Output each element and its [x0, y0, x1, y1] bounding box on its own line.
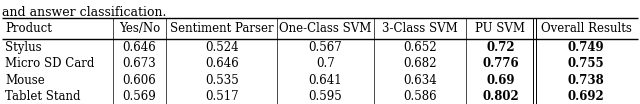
Text: 0.755: 0.755	[568, 57, 605, 70]
Text: 3-Class SVM: 3-Class SVM	[382, 22, 458, 35]
Text: PU SVM: PU SVM	[476, 22, 525, 35]
Text: 0.692: 0.692	[568, 90, 605, 103]
Text: Overall Results: Overall Results	[541, 22, 632, 35]
Text: 0.802: 0.802	[482, 90, 519, 103]
Text: 0.749: 0.749	[568, 41, 605, 54]
Text: 0.517: 0.517	[205, 90, 239, 103]
Text: 0.535: 0.535	[205, 74, 239, 87]
Text: 0.634: 0.634	[403, 74, 437, 87]
Text: 0.586: 0.586	[403, 90, 437, 103]
Text: 0.569: 0.569	[123, 90, 156, 103]
Text: 0.606: 0.606	[123, 74, 156, 87]
Text: 0.646: 0.646	[123, 41, 156, 54]
Text: Sentiment Parser: Sentiment Parser	[170, 22, 273, 35]
Text: 0.646: 0.646	[205, 57, 239, 70]
Text: Yes/No: Yes/No	[119, 22, 160, 35]
Text: 0.738: 0.738	[568, 74, 605, 87]
Text: 0.652: 0.652	[403, 41, 437, 54]
Text: 0.567: 0.567	[308, 41, 342, 54]
Text: Tablet Stand: Tablet Stand	[5, 90, 81, 103]
Text: One-Class SVM: One-Class SVM	[279, 22, 372, 35]
Text: 0.595: 0.595	[308, 90, 342, 103]
Text: and answer classification.: and answer classification.	[2, 6, 166, 19]
Text: 0.641: 0.641	[308, 74, 342, 87]
Text: 0.776: 0.776	[482, 57, 519, 70]
Text: 0.69: 0.69	[486, 74, 515, 87]
Text: Micro SD Card: Micro SD Card	[5, 57, 94, 70]
Text: 0.7: 0.7	[316, 57, 335, 70]
Text: Stylus: Stylus	[5, 41, 42, 54]
Text: 0.673: 0.673	[123, 57, 156, 70]
Text: 0.524: 0.524	[205, 41, 239, 54]
Text: Product: Product	[5, 22, 52, 35]
Text: 0.72: 0.72	[486, 41, 515, 54]
Text: Mouse: Mouse	[5, 74, 45, 87]
Text: 0.682: 0.682	[403, 57, 436, 70]
